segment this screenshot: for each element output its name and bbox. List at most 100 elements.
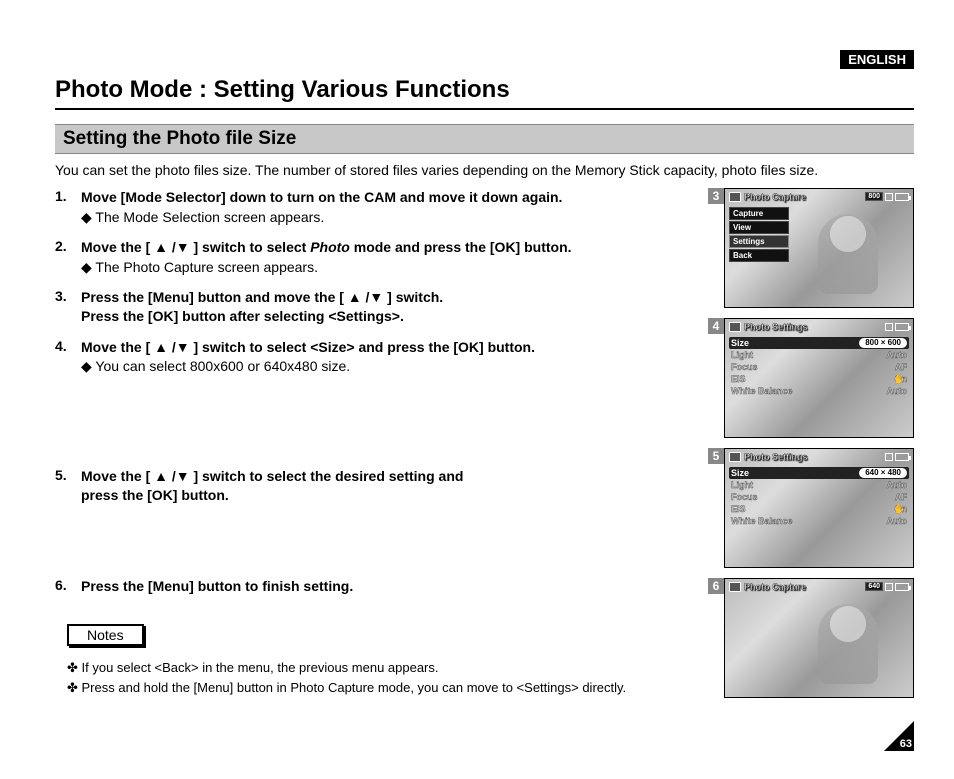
settings-row-wb[interactable]: White Balance Auto bbox=[729, 515, 909, 527]
step-heading: Move the [ ▲ /▼ ] switch to select Photo… bbox=[81, 238, 688, 257]
settings-label: White Balance bbox=[731, 386, 793, 396]
camera-icon bbox=[729, 322, 741, 332]
step-text-after: mode and press the [OK] button. bbox=[350, 239, 572, 255]
step-2: 2. Move the [ ▲ /▼ ] switch to select Ph… bbox=[55, 238, 688, 276]
screen-3: 3 Photo Capture 800 Capture View Setting… bbox=[708, 188, 914, 308]
step-number: 1. bbox=[55, 188, 81, 226]
capture-menu: Capture View Settings Back bbox=[729, 207, 789, 263]
step-4: 4. Move the [ ▲ /▼ ] switch to select <S… bbox=[55, 338, 688, 376]
settings-value: Auto bbox=[887, 516, 908, 526]
settings-row-eis[interactable]: EIS On ✋ bbox=[729, 373, 909, 385]
content-row: 1. Move [Mode Selector] down to turn on … bbox=[55, 188, 914, 708]
step-heading: Move [Mode Selector] down to turn on the… bbox=[81, 188, 688, 207]
step-3: 3. Press the [Menu] button and move the … bbox=[55, 288, 688, 326]
settings-value: AF bbox=[895, 362, 907, 372]
card-icon bbox=[885, 453, 893, 461]
settings-label: Size bbox=[731, 338, 749, 348]
screen-topbar: Photo Capture 800 bbox=[725, 189, 913, 204]
step-sub: The Mode Selection screen appears. bbox=[81, 209, 688, 226]
settings-value: Auto bbox=[887, 350, 908, 360]
menu-item-capture[interactable]: Capture bbox=[729, 207, 789, 220]
step-heading: Move the [ ▲ /▼ ] switch to select the d… bbox=[81, 467, 688, 505]
camera-icon bbox=[729, 452, 741, 462]
step-heading: Move the [ ▲ /▼ ] switch to select <Size… bbox=[81, 338, 688, 357]
card-icon bbox=[885, 323, 893, 331]
screen-display: Photo Settings Size 800 × 600 Light Auto… bbox=[724, 318, 914, 438]
camera-icon bbox=[729, 582, 741, 592]
steps-column: 1. Move [Mode Selector] down to turn on … bbox=[55, 188, 708, 700]
screen-5: 5 Photo Settings Size 640 × 480 Light Au… bbox=[708, 448, 914, 568]
screens-column: 3 Photo Capture 800 Capture View Setting… bbox=[708, 188, 914, 708]
screen-display: Photo Capture 800 Capture View Settings … bbox=[724, 188, 914, 308]
screen-number: 3 bbox=[708, 188, 724, 204]
screen-topbar: Photo Capture 640 bbox=[725, 579, 913, 594]
screen-display: Photo Capture 640 bbox=[724, 578, 914, 698]
step-heading: Press the [Menu] button and move the [ ▲… bbox=[81, 288, 688, 326]
step-number: 3. bbox=[55, 288, 81, 326]
menu-item-back[interactable]: Back bbox=[729, 249, 789, 262]
screen-topbar: Photo Settings bbox=[725, 449, 913, 464]
menu-item-settings[interactable]: Settings bbox=[729, 235, 789, 248]
settings-row-size[interactable]: Size 800 × 600 bbox=[729, 337, 909, 349]
settings-label: Focus bbox=[731, 492, 758, 502]
screen-title: Photo Capture bbox=[744, 192, 863, 202]
step-text: Move the [ ▲ /▼ ] switch to select bbox=[81, 239, 310, 255]
settings-value: 640 × 480 bbox=[859, 468, 907, 478]
step-number: 6. bbox=[55, 577, 81, 596]
settings-row-wb[interactable]: White Balance Auto bbox=[729, 385, 909, 397]
language-badge: ENGLISH bbox=[840, 50, 914, 69]
screen-title: Photo Settings bbox=[744, 322, 883, 332]
settings-label: Focus bbox=[731, 362, 758, 372]
settings-value: AF bbox=[895, 492, 907, 502]
step-number: 5. bbox=[55, 467, 81, 505]
settings-row-light[interactable]: Light Auto bbox=[729, 479, 909, 491]
battery-icon bbox=[895, 583, 909, 591]
settings-list: Size 800 × 600 Light Auto Focus AF EIS O… bbox=[729, 337, 909, 397]
photo-subject bbox=[818, 214, 878, 294]
settings-label: EIS bbox=[731, 504, 746, 514]
screen-display: Photo Settings Size 640 × 480 Light Auto… bbox=[724, 448, 914, 568]
screen-number: 6 bbox=[708, 578, 724, 594]
page-number: 63 bbox=[900, 738, 912, 750]
settings-value: 800 × 600 bbox=[859, 338, 907, 348]
settings-list: Size 640 × 480 Light Auto Focus AF EIS O… bbox=[729, 467, 909, 527]
settings-row-focus[interactable]: Focus AF bbox=[729, 361, 909, 373]
settings-row-size[interactable]: Size 640 × 480 bbox=[729, 467, 909, 479]
battery-icon bbox=[895, 323, 909, 331]
settings-label: Light bbox=[731, 480, 753, 490]
size-badge: 640 bbox=[865, 582, 883, 591]
settings-row-light[interactable]: Light Auto bbox=[729, 349, 909, 361]
step-1: 1. Move [Mode Selector] down to turn on … bbox=[55, 188, 688, 226]
camera-icon bbox=[729, 192, 741, 202]
settings-value: Auto bbox=[887, 480, 908, 490]
menu-item-view[interactable]: View bbox=[729, 221, 789, 234]
screen-title: Photo Settings bbox=[744, 452, 883, 462]
card-icon bbox=[885, 193, 893, 201]
step-number: 2. bbox=[55, 238, 81, 276]
hand-icon: ✋ bbox=[894, 374, 905, 385]
settings-value: Auto bbox=[887, 386, 908, 396]
size-badge: 800 bbox=[865, 192, 883, 201]
settings-label: Size bbox=[731, 468, 749, 478]
notes-label: Notes bbox=[67, 624, 144, 646]
step-6: 6. Press the [Menu] button to finish set… bbox=[55, 577, 688, 596]
step-heading: Press the [Menu] button to finish settin… bbox=[81, 577, 688, 596]
settings-label: Light bbox=[731, 350, 753, 360]
card-icon bbox=[885, 583, 893, 591]
step-italic: Photo bbox=[310, 239, 350, 255]
page-number-badge: 63 bbox=[884, 721, 914, 751]
note-item: Press and hold the [Menu] button in Phot… bbox=[85, 680, 688, 696]
settings-row-eis[interactable]: EIS On ✋ bbox=[729, 503, 909, 515]
settings-label: EIS bbox=[731, 374, 746, 384]
step-5: 5. Move the [ ▲ /▼ ] switch to select th… bbox=[55, 467, 688, 505]
screen-topbar: Photo Settings bbox=[725, 319, 913, 334]
settings-row-focus[interactable]: Focus AF bbox=[729, 491, 909, 503]
hand-icon: ✋ bbox=[894, 504, 905, 515]
photo-subject bbox=[818, 604, 878, 684]
screen-number: 4 bbox=[708, 318, 724, 334]
page-title: Photo Mode : Setting Various Functions bbox=[55, 76, 914, 110]
section-heading: Setting the Photo file Size bbox=[55, 124, 914, 154]
settings-label: White Balance bbox=[731, 516, 793, 526]
step-sub: The Photo Capture screen appears. bbox=[81, 259, 688, 276]
step-sub: You can select 800x600 or 640x480 size. bbox=[81, 358, 688, 375]
